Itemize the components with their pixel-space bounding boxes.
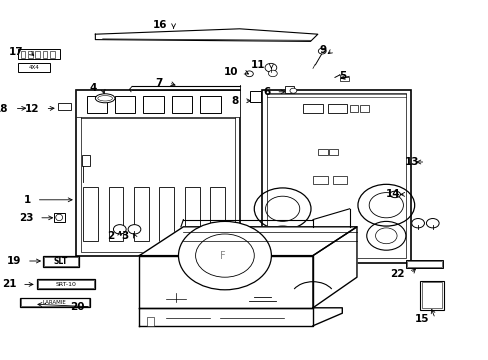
Bar [20, 298, 89, 306]
Bar [38, 280, 94, 288]
Polygon shape [312, 227, 356, 308]
Text: 10: 10 [224, 67, 238, 77]
Bar [20, 298, 90, 307]
Text: 11: 11 [250, 60, 265, 70]
Bar [359, 105, 368, 112]
Circle shape [426, 219, 438, 228]
Text: LARAMIE: LARAMIE [43, 300, 66, 305]
Polygon shape [95, 29, 317, 41]
Bar [339, 77, 348, 81]
Bar [20, 51, 25, 58]
Bar [328, 149, 338, 155]
Text: SLT: SLT [54, 257, 68, 266]
Bar [405, 260, 442, 268]
Bar [303, 104, 322, 113]
Text: 6: 6 [263, 87, 270, 97]
Circle shape [411, 219, 424, 228]
Bar [261, 90, 410, 263]
Bar [58, 103, 71, 110]
Bar [42, 256, 79, 267]
Text: 14: 14 [385, 189, 399, 199]
Bar [266, 93, 405, 258]
Bar [421, 282, 441, 308]
Text: 17: 17 [9, 47, 23, 57]
Text: 9: 9 [319, 45, 326, 55]
Text: 18: 18 [0, 104, 9, 114]
Bar [146, 317, 154, 326]
Text: 13: 13 [404, 157, 419, 167]
Circle shape [264, 63, 276, 72]
Bar [332, 176, 346, 184]
Bar [115, 96, 135, 113]
Bar [419, 281, 443, 310]
Bar [108, 187, 123, 241]
Text: 23: 23 [19, 213, 33, 223]
Bar [406, 261, 441, 267]
Text: 3: 3 [121, 231, 128, 241]
Bar [210, 187, 224, 241]
Text: 21: 21 [1, 279, 16, 289]
Bar [349, 105, 358, 112]
Polygon shape [139, 256, 312, 308]
Bar [317, 149, 327, 155]
Bar [159, 187, 174, 241]
Text: 2: 2 [106, 231, 114, 241]
Bar [37, 279, 95, 289]
Bar [50, 51, 55, 58]
Bar [76, 90, 239, 117]
Text: 8: 8 [231, 96, 238, 106]
Bar [312, 176, 327, 184]
Bar [28, 51, 33, 58]
Bar [184, 187, 199, 241]
Text: 7: 7 [155, 78, 163, 88]
Bar [44, 257, 78, 266]
Polygon shape [312, 308, 342, 326]
Bar [54, 213, 64, 222]
Bar [18, 63, 50, 72]
Bar [83, 187, 98, 241]
Text: SRT-10: SRT-10 [56, 282, 76, 287]
Bar [81, 94, 234, 252]
Bar [76, 90, 239, 256]
Bar [285, 86, 293, 93]
Polygon shape [139, 308, 312, 326]
Text: 15: 15 [414, 314, 428, 324]
Bar [35, 51, 40, 58]
Circle shape [318, 48, 325, 54]
Bar [18, 49, 60, 59]
Ellipse shape [289, 88, 296, 93]
Bar [134, 187, 148, 241]
Text: 4X4: 4X4 [28, 65, 39, 70]
Text: 1: 1 [23, 195, 31, 205]
Circle shape [113, 225, 126, 234]
Circle shape [245, 71, 253, 77]
Text: 4: 4 [89, 83, 97, 93]
Bar [171, 96, 192, 113]
Text: 19: 19 [7, 256, 21, 266]
Bar [250, 91, 261, 102]
Bar [86, 96, 107, 113]
Bar [143, 96, 163, 113]
Bar [200, 96, 220, 113]
Bar [42, 51, 47, 58]
Polygon shape [139, 227, 356, 256]
Bar [81, 155, 90, 166]
Text: 22: 22 [389, 269, 404, 279]
Bar [327, 104, 346, 113]
Ellipse shape [95, 94, 115, 103]
Circle shape [268, 70, 277, 77]
Text: 12: 12 [25, 104, 40, 114]
Circle shape [178, 221, 271, 290]
Text: 16: 16 [153, 20, 167, 30]
Text: F: F [219, 251, 225, 261]
Text: 5: 5 [338, 71, 346, 81]
Circle shape [128, 225, 141, 234]
Text: 20: 20 [70, 302, 84, 312]
Ellipse shape [389, 191, 400, 198]
